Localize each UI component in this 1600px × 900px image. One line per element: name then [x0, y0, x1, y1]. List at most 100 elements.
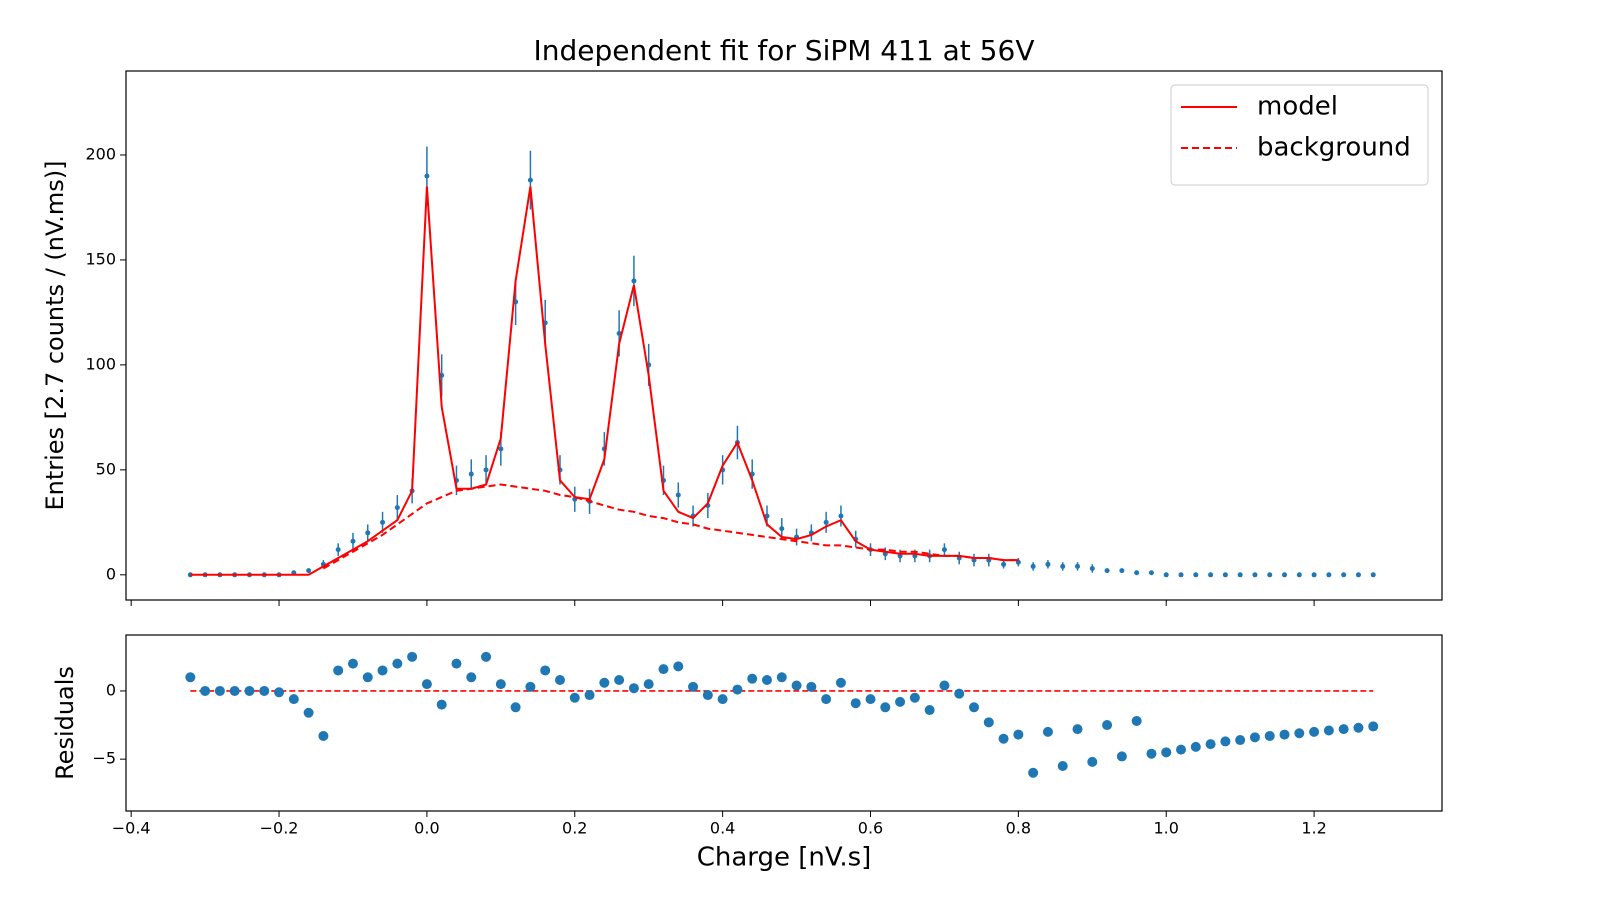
residual-point [702, 690, 713, 701]
data-point [1282, 572, 1288, 578]
residual-point [525, 681, 536, 692]
residual-point [688, 681, 699, 692]
data-point [1222, 572, 1228, 578]
residual-point [1102, 720, 1113, 731]
x-tick-label: 0.8 [1006, 819, 1031, 838]
residual-point [451, 658, 462, 669]
residual-point [717, 694, 728, 705]
x-tick-label: −0.2 [260, 819, 299, 838]
data-point [1075, 563, 1081, 569]
data-point [1355, 572, 1361, 578]
residual-point [1205, 739, 1216, 750]
residual-point [732, 684, 743, 695]
residual-point [185, 672, 196, 683]
residual-point [259, 685, 270, 696]
residual-point [1338, 724, 1349, 735]
data-point [1296, 572, 1302, 578]
residual-point [200, 685, 211, 696]
residual-point [880, 702, 891, 713]
y-tick-label: 150 [85, 249, 116, 268]
data-point [335, 547, 341, 553]
x-tick-label: 1.0 [1154, 819, 1179, 838]
residual-point [1057, 760, 1068, 771]
residual-point [924, 705, 935, 716]
residual-point [1190, 741, 1201, 752]
data-point [823, 519, 829, 525]
y-tick-label: 0 [106, 564, 116, 583]
legend-box [1170, 84, 1429, 186]
data-point [1208, 572, 1214, 578]
residual-point [1220, 736, 1231, 747]
data-point [1119, 568, 1125, 574]
x-axis-label: Charge [nV.s] [697, 843, 872, 873]
residual-point [1072, 724, 1083, 735]
data-point [675, 492, 681, 498]
data-point [1134, 570, 1140, 576]
data-point [365, 530, 371, 536]
y-tick-label: 0 [106, 680, 116, 699]
residual-point [1013, 729, 1024, 740]
residual-point [377, 665, 388, 676]
residual-point [214, 685, 225, 696]
plot-frame [125, 70, 1443, 601]
residual-point [599, 677, 610, 688]
residual-point [614, 675, 625, 686]
residual-point [643, 679, 654, 690]
data-point [1370, 572, 1376, 578]
residual-point [909, 692, 920, 703]
residual-point [1116, 751, 1127, 762]
data-point [306, 568, 312, 574]
y-axis-label: Entries [2.7 counts / (nV.ms)] [41, 160, 69, 510]
residual-point [673, 661, 684, 672]
residual-point [1249, 732, 1260, 743]
residual-point [436, 699, 447, 710]
residual-point [1042, 726, 1053, 737]
data-point [1267, 572, 1273, 578]
y-axis-label: Residuals [51, 666, 79, 780]
residual-point [998, 733, 1009, 744]
residual-point [333, 665, 344, 676]
residual-point [658, 664, 669, 675]
model-line [190, 186, 1019, 576]
data-point [1311, 572, 1317, 578]
data-point [1060, 563, 1066, 569]
data-point [631, 278, 637, 284]
residual-point [1323, 725, 1334, 736]
data-point [1089, 566, 1095, 572]
residual-point [540, 665, 551, 676]
residual-point [569, 692, 580, 703]
residual-point [347, 658, 358, 669]
data-point [1193, 572, 1199, 578]
residual-point [288, 694, 299, 705]
data-point [764, 513, 770, 519]
x-tick-label: 0.6 [858, 819, 883, 838]
x-tick-label: −0.4 [112, 819, 151, 838]
residual-point [481, 651, 492, 662]
residual-point [1131, 715, 1142, 726]
data-point [527, 177, 533, 183]
residual-point [791, 680, 802, 691]
y-tick-label: −5 [92, 749, 116, 768]
plot-frame [125, 634, 1443, 812]
residual-point [510, 702, 521, 713]
residual-point [895, 696, 906, 707]
residual-point [865, 694, 876, 705]
residual-point [776, 672, 787, 683]
data-point [1178, 572, 1184, 578]
residual-point [761, 675, 772, 686]
data-point [1001, 561, 1007, 567]
y-tick-label: 100 [85, 354, 116, 373]
data-point [838, 513, 844, 519]
residual-point [584, 690, 595, 701]
residual-point [1028, 767, 1039, 778]
residual-point [1294, 728, 1305, 739]
data-point [779, 526, 785, 532]
background-line [322, 483, 1019, 570]
residual-point [1087, 756, 1098, 767]
residual-point [1264, 730, 1275, 741]
chart-title: Independent fit for SiPM 411 at 56V [534, 34, 1035, 67]
data-point [616, 330, 622, 336]
residual-point [806, 681, 817, 692]
residual-point [954, 688, 965, 699]
